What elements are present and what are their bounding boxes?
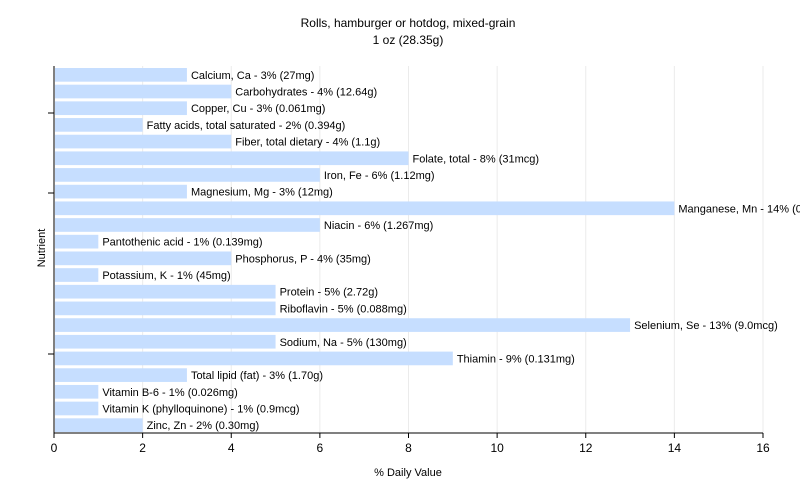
bar bbox=[55, 101, 187, 116]
y-axis-title: Nutrient bbox=[36, 229, 48, 268]
bar-label: Manganese, Mn - 14% (0.288mg) bbox=[678, 203, 800, 215]
bars: Calcium, Ca - 3% (27mg) Carbohydrates - 4… bbox=[55, 68, 800, 432]
bar bbox=[55, 401, 99, 416]
bar-label: Zinc, Zn - 2% (0.30mg) bbox=[147, 420, 259, 432]
bar-label: Calcium, Ca - 3% (27mg) bbox=[191, 70, 314, 82]
bar bbox=[55, 351, 453, 366]
gridlines bbox=[142, 66, 764, 433]
x-ticks: 0 2 4 6 8 10 12 14 16 bbox=[51, 433, 770, 455]
bar-label: Riboflavin - 5% (0.088mg) bbox=[280, 303, 407, 315]
bar-label: Vitamin B-6 - 1% (0.026mg) bbox=[102, 387, 238, 399]
bar bbox=[55, 218, 320, 232]
chart-title: Rolls, hamburger or hotdog, mixed-grain bbox=[301, 16, 516, 30]
bar bbox=[55, 301, 276, 316]
x-tick-label: 14 bbox=[668, 441, 682, 455]
bar bbox=[55, 251, 232, 266]
bar bbox=[55, 151, 409, 166]
bar-label: Protein - 5% (2.72g) bbox=[280, 287, 378, 299]
bar bbox=[55, 284, 276, 299]
bar-label: Pantothenic acid - 1% (0.139mg) bbox=[102, 237, 262, 249]
x-tick-label: 8 bbox=[405, 441, 412, 455]
x-axis-title: % Daily Value bbox=[374, 467, 442, 479]
bar bbox=[55, 68, 187, 82]
bar bbox=[55, 118, 143, 132]
bar-label: Folate, total - 8% (31mcg) bbox=[413, 153, 540, 165]
bar bbox=[55, 334, 276, 349]
bar bbox=[55, 168, 320, 182]
x-tick-label: 10 bbox=[490, 441, 504, 455]
chart-subtitle: 1 oz (28.35g) bbox=[373, 33, 444, 47]
bar bbox=[55, 134, 232, 149]
x-tick-label: 0 bbox=[51, 441, 58, 455]
bar-label: Iron, Fe - 6% (1.12mg) bbox=[324, 170, 435, 182]
bar-label: Fiber, total dietary - 4% (1.1g) bbox=[235, 137, 380, 149]
bar bbox=[55, 418, 143, 432]
bar bbox=[55, 268, 99, 282]
x-tick-label: 6 bbox=[317, 441, 324, 455]
x-tick-label: 4 bbox=[228, 441, 235, 455]
bar-label: Potassium, K - 1% (45mg) bbox=[102, 270, 230, 282]
bar bbox=[55, 84, 232, 99]
bar-label: Sodium, Na - 5% (130mg) bbox=[280, 337, 407, 349]
bar-label: Niacin - 6% (1.267mg) bbox=[324, 220, 433, 232]
bar bbox=[55, 184, 187, 199]
x-tick-label: 12 bbox=[579, 441, 593, 455]
bar-label: Magnesium, Mg - 3% (12mg) bbox=[191, 187, 333, 199]
bar-label: Thiamin - 9% (0.131mg) bbox=[457, 353, 575, 365]
bar bbox=[55, 368, 187, 382]
bar bbox=[55, 384, 99, 399]
bar-label: Total lipid (fat) - 3% (1.70g) bbox=[191, 370, 323, 382]
bar bbox=[55, 318, 631, 332]
bar-label: Vitamin K (phylloquinone) - 1% (0.9mcg) bbox=[102, 403, 299, 415]
bar-label: Phosphorus, P - 4% (35mg) bbox=[235, 253, 371, 265]
bar-label: Carbohydrates - 4% (12.64g) bbox=[235, 87, 377, 99]
x-tick-label: 16 bbox=[756, 441, 770, 455]
bar bbox=[55, 234, 99, 249]
x-tick-label: 2 bbox=[139, 441, 146, 455]
bar bbox=[55, 201, 675, 216]
bar-label: Fatty acids, total saturated - 2% (0.394… bbox=[147, 120, 346, 132]
bar-label: Selenium, Se - 13% (9.0mcg) bbox=[634, 320, 778, 332]
bar-label: Copper, Cu - 3% (0.061mg) bbox=[191, 103, 326, 115]
